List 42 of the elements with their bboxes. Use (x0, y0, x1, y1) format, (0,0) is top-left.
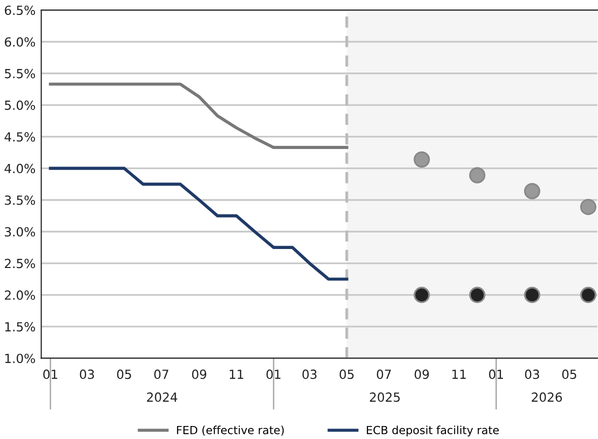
point (414, 151, 430, 168)
x-tick-label: 07 (154, 370, 168, 380)
x-tick-label: 03 (302, 370, 317, 380)
point (524, 183, 540, 200)
y-tick-label: 6.0% (4, 37, 36, 47)
text: 2025 (370, 392, 400, 402)
legend-label: FED (effective rate) (177, 426, 284, 436)
x-tick-label: 01 (489, 370, 503, 380)
line-series (48, 166, 348, 281)
y-tick-label: 1.0% (5, 354, 36, 364)
x-tick-label: 11 (230, 370, 244, 379)
legend-label: ECB deposit facility rate (366, 426, 499, 436)
y-tick-label: 1.5% (5, 322, 36, 332)
x-tick-label: 05 (340, 370, 354, 380)
x-tick-label: 01 (43, 370, 58, 380)
text: 2024 (147, 392, 178, 402)
y-tick-label: 2.0% (4, 290, 36, 300)
text: 2026 (532, 392, 562, 402)
line-series (48, 82, 348, 149)
y-tick-label: 3.5% (4, 195, 36, 205)
x-tick-label: 05 (562, 370, 576, 380)
y-tick-label: 2.5% (4, 258, 36, 268)
y-tick-label: 5.0% (4, 100, 36, 110)
y-tick-label: 3.0% (4, 227, 36, 237)
point (580, 286, 596, 304)
y-tick-label: 6.5% (4, 6, 36, 16)
point (469, 167, 486, 184)
x-tick-label: 09 (414, 370, 429, 380)
y-tick-label: 4.0% (4, 164, 36, 174)
x-tick-label: 07 (376, 370, 391, 380)
x-tick-label: 09 (192, 370, 206, 380)
x-tick-label: 05 (117, 370, 132, 380)
point (469, 286, 486, 304)
point (414, 286, 430, 304)
point (580, 198, 596, 216)
y-tick-label: 4.5% (4, 132, 36, 142)
x-tick-label: 01 (266, 370, 280, 380)
y-tick-label: 5.5% (4, 68, 36, 78)
point (524, 286, 540, 304)
x-tick-label: 03 (80, 370, 94, 380)
x-tick-label: 03 (525, 370, 540, 380)
x-tick-label: 11 (452, 370, 466, 379)
